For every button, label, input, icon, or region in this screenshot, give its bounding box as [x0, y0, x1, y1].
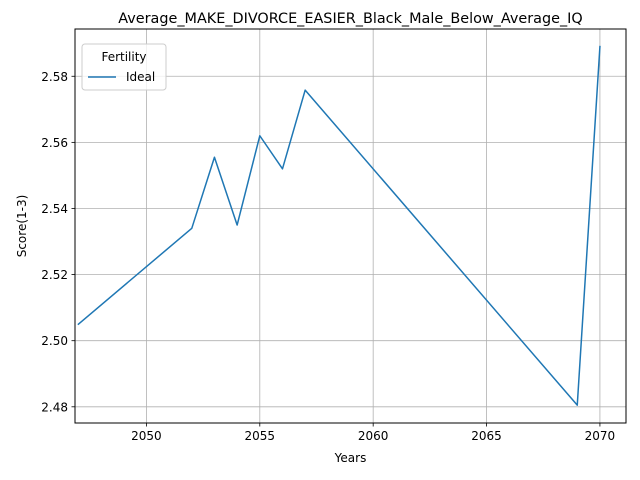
legend: Fertility Ideal: [81, 43, 167, 91]
y-tick-label: 2.52: [41, 268, 68, 282]
x-axis-ticks: 2050 2055 2060 2065 2070: [131, 423, 615, 443]
legend-label-ideal: Ideal: [126, 70, 155, 84]
x-tick-label: 2070: [585, 429, 616, 443]
legend-box: [81, 43, 167, 91]
x-axis-label: Years: [334, 451, 367, 465]
plot-area-background: [75, 29, 626, 423]
chart-title: Average_MAKE_DIVORCE_EASIER_Black_Male_B…: [118, 11, 583, 27]
y-tick-label: 2.50: [41, 334, 68, 348]
series-layer: [77, 45, 601, 406]
legend-title: Fertility: [101, 50, 146, 64]
x-tick-label: 2050: [131, 429, 162, 443]
x-tick-label: 2060: [358, 429, 389, 443]
x-tick-label: 2065: [471, 429, 502, 443]
y-tick-label: 2.48: [41, 400, 68, 414]
y-tick-label: 2.56: [41, 136, 68, 150]
plot-frame: [74, 28, 627, 424]
grid: [75, 29, 626, 423]
y-axis-ticks: 2.48 2.50 2.52 2.54 2.56 2.58: [41, 70, 75, 414]
y-axis-label: Score(1-3): [15, 195, 29, 258]
x-tick-label: 2055: [245, 429, 276, 443]
y-tick-label: 2.58: [41, 70, 68, 84]
y-tick-label: 2.54: [41, 202, 68, 216]
series-line-ideal: [77, 45, 601, 406]
